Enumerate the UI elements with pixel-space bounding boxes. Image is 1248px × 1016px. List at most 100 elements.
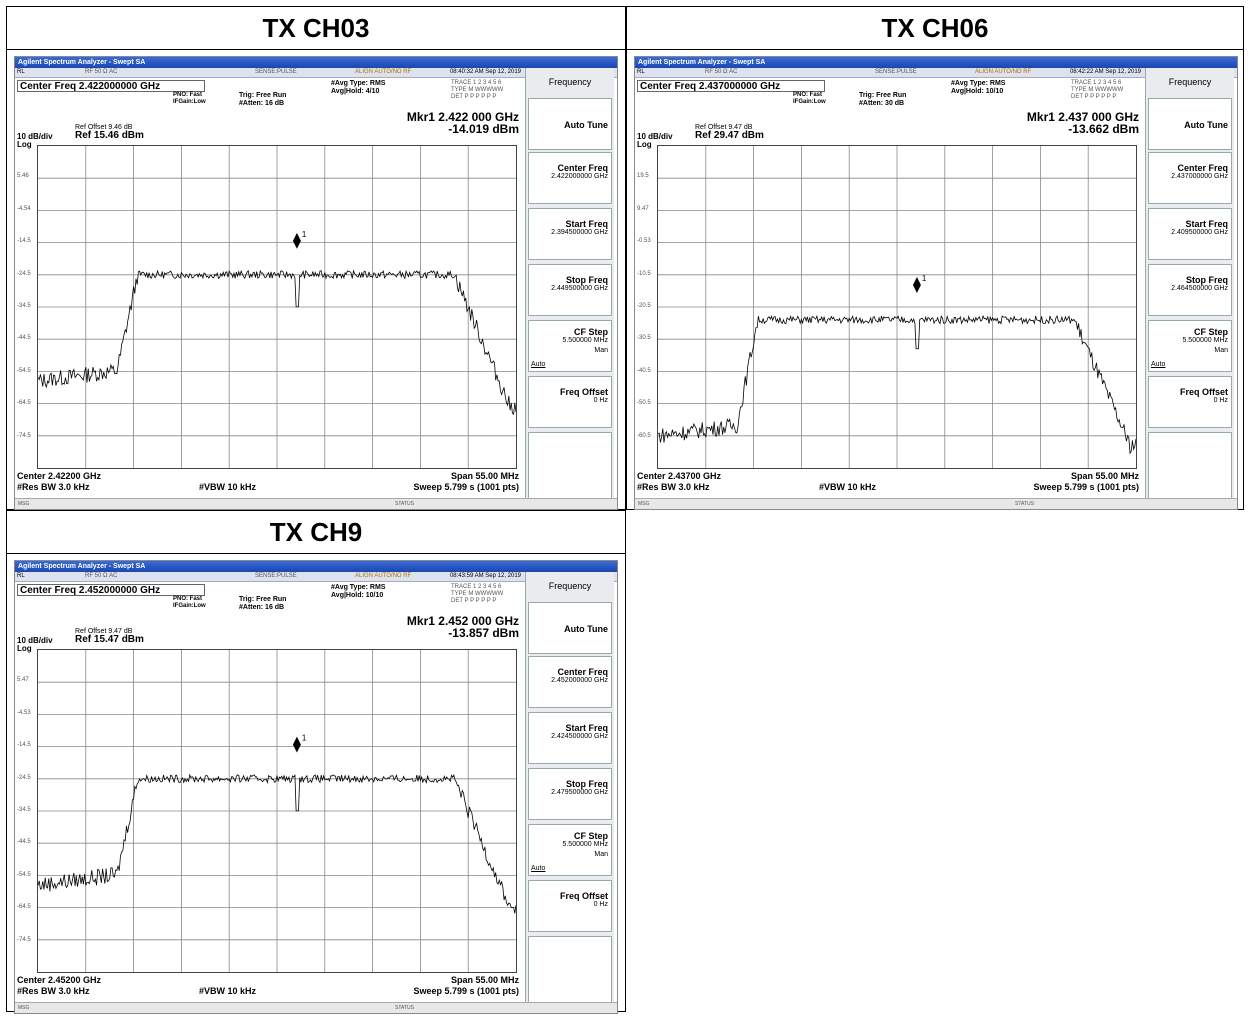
marker-readout: Mkr1 2.452 000 GHz -13.857 dBm <box>406 614 519 640</box>
center-freq-button[interactable]: Center Freq 2.437000000 GHz <box>1148 152 1232 204</box>
start-freq-button[interactable]: Start Freq 2.424500000 GHz <box>528 712 612 764</box>
marker-readout: Mkr1 2.437 000 GHz -13.662 dBm <box>1026 110 1139 136</box>
center-readout: Center 2.43700 GHz <box>637 471 722 481</box>
y-tick-label: -14.5 <box>17 238 31 245</box>
y-tick-label: -30.5 <box>637 335 651 342</box>
span-readout: Span 55.00 MHz <box>450 471 519 481</box>
spectrum-trace <box>38 773 516 914</box>
y-tick-label: -74.5 <box>17 432 31 439</box>
freq-offset-button[interactable]: Freq Offset 0 Hz <box>528 880 612 932</box>
vbw-readout: #VBW 10 kHz <box>199 986 257 996</box>
y-tick-label: -64.5 <box>17 904 31 911</box>
app-titlebar: Agilent Spectrum Analyzer - Swept SA <box>15 561 617 572</box>
panel-title: TX CH9 <box>7 511 625 554</box>
ref-offset: Ref Offset 9.47 dB <box>75 628 133 635</box>
y-tick-label: -4.54 <box>17 205 31 212</box>
blank-softkey <box>528 432 612 500</box>
msg-label: MSG <box>18 1005 30 1011</box>
panel-title: TX CH03 <box>7 7 625 50</box>
center-freq-entry[interactable]: Center Freq 2.422000000 GHz <box>17 80 205 92</box>
spectrum-trace <box>658 314 1136 455</box>
y-tick-label: -60.5 <box>637 432 651 439</box>
marker-1-diamond[interactable] <box>912 277 921 293</box>
cf-step-button[interactable]: CF Step 5.500000 MHz Auto Man <box>528 824 612 876</box>
trace-indicator: TRACE 1 2 3 4 5 6 TYPE M WWWWW DET P P P P… <box>1071 80 1124 100</box>
panel-ch9: TX CH9 Agilent Spectrum Analyzer - Swept… <box>6 510 626 1014</box>
pno-setting: PNO: Fast IFGain:Low <box>173 92 206 105</box>
status-line: RL RF 50 Ω AC SENSE:PULSE ALIGN AUTO/NO … <box>15 572 617 582</box>
status-label: STATUS <box>1015 501 1034 507</box>
panel-ch06: TX CH06 Agilent Spectrum Analyzer - Swep… <box>626 6 1244 510</box>
rbw-readout: #Res BW 3.0 kHz <box>17 986 90 996</box>
auto-tune-button[interactable]: Auto Tune <box>1148 98 1232 150</box>
avg-setting: #Avg Type: RMS Avg|Hold: 10/10 <box>331 584 386 599</box>
center-freq-entry[interactable]: Center Freq 2.452000000 GHz <box>17 584 205 596</box>
measurement-header: Center Freq 2.437000000 GHz PNO: Fast IFG… <box>635 78 1143 149</box>
sense-indicator: SENSE:PULSE <box>255 69 297 75</box>
ref-offset: Ref Offset 9.47 dB <box>695 124 753 131</box>
screenshot-grid: TX CH03 Agilent Spectrum Analyzer - Swep… <box>6 6 1244 1014</box>
stop-freq-button[interactable]: Stop Freq 2.479500000 GHz <box>528 768 612 820</box>
center-freq-entry[interactable]: Center Freq 2.437000000 GHz <box>637 80 825 92</box>
y-tick-label: -0.53 <box>637 238 651 245</box>
message-bar: MSG STATUS <box>635 498 1237 509</box>
freq-offset-button[interactable]: Freq Offset 0 Hz <box>1148 376 1232 428</box>
menu-title-frequency: Frequency <box>1168 77 1212 87</box>
ref-level: 10 dB/div Ref 29.47 dBm Log <box>637 130 764 149</box>
timestamp: 08:42:22 AM Sep 12, 2019 <box>1069 69 1141 75</box>
ref-level: 10 dB/div Ref 15.46 dBm Log <box>17 130 144 149</box>
center-freq-button[interactable]: Center Freq 2.452000000 GHz <box>528 656 612 708</box>
trigger-setting: Trig: Free Run #Atten: 16 dB <box>239 92 287 107</box>
rbw-readout: #Res BW 3.0 kHz <box>17 482 90 492</box>
y-tick-label: 9.47 <box>637 205 649 212</box>
marker-1-label: 1 <box>302 230 307 239</box>
start-freq-button[interactable]: Start Freq 2.394500000 GHz <box>528 208 612 260</box>
stop-freq-button[interactable]: Stop Freq 2.464500000 GHz <box>1148 264 1232 316</box>
blank-softkey <box>1148 432 1232 500</box>
sense-indicator: SENSE:PULSE <box>875 69 917 75</box>
msg-label: MSG <box>18 501 30 507</box>
menu-title-frequency: Frequency <box>548 581 592 591</box>
marker-1-diamond[interactable] <box>292 736 301 753</box>
spectrum-analyzer-window: Agilent Spectrum Analyzer - Swept SA RL … <box>14 560 618 1014</box>
center-freq-button[interactable]: Center Freq 2.422000000 GHz <box>528 152 612 204</box>
y-tick-label: 5.47 <box>17 677 29 684</box>
marker-1-diamond[interactable] <box>292 232 301 249</box>
ref-offset: Ref Offset 9.46 dB <box>75 124 133 131</box>
status-line: RL RF 50 Ω AC SENSE:PULSE ALIGN AUTO/NO … <box>15 68 617 78</box>
rf-indicator: RF 50 Ω AC <box>85 573 118 579</box>
blank-softkey <box>528 936 612 1004</box>
auto-tune-button[interactable]: Auto Tune <box>528 98 612 150</box>
timestamp: 08:43:59 AM Sep 12, 2019 <box>449 573 521 579</box>
trace-indicator: TRACE 1 2 3 4 5 6 TYPE M WWWWW DET P P P P… <box>451 80 504 100</box>
message-bar: MSG STATUS <box>15 498 617 509</box>
auto-tune-button[interactable]: Auto Tune <box>528 602 612 654</box>
cf-step-button[interactable]: CF Step 5.500000 MHz Auto Man <box>1148 320 1232 372</box>
sweep-readout: Sweep 5.799 s (1001 pts) <box>413 482 519 492</box>
freq-offset-button[interactable]: Freq Offset 0 Hz <box>528 376 612 428</box>
menu-title-frequency: Frequency <box>548 77 592 87</box>
status-label: STATUS <box>395 1005 414 1011</box>
y-tick-label: -40.5 <box>637 367 651 374</box>
spectrum-trace <box>38 269 516 416</box>
start-freq-button[interactable]: Start Freq 2.409500000 GHz <box>1148 208 1232 260</box>
rl-indicator: RL <box>17 69 25 75</box>
y-tick-label: 5.46 <box>17 173 29 180</box>
rbw-readout: #Res BW 3.0 kHz <box>637 482 710 492</box>
marker-readout: Mkr1 2.422 000 GHz -14.019 dBm <box>406 110 519 136</box>
avg-setting: #Avg Type: RMS Avg|Hold: 4/10 <box>331 80 386 95</box>
align-warning: ALIGN AUTO/NO RF <box>355 573 412 579</box>
y-tick-label: -20.5 <box>637 303 651 309</box>
y-tick-label: -10.5 <box>637 270 651 277</box>
spectrum-plot: 1 <box>37 145 517 469</box>
app-titlebar: Agilent Spectrum Analyzer - Swept SA <box>15 57 617 68</box>
cf-step-button[interactable]: CF Step 5.500000 MHz Auto Man <box>528 320 612 372</box>
status-line: RL RF 50 Ω AC SENSE:PULSE ALIGN AUTO/NO … <box>635 68 1237 78</box>
center-readout: Center 2.42200 GHz <box>17 471 102 481</box>
timestamp: 08:40:32 AM Sep 12, 2019 <box>449 69 521 75</box>
sweep-readout: Sweep 5.799 s (1001 pts) <box>413 986 519 996</box>
y-tick-label: 19.5 <box>637 173 649 180</box>
vbw-readout: #VBW 10 kHz <box>819 482 877 492</box>
stop-freq-button[interactable]: Stop Freq 2.449500000 GHz <box>528 264 612 316</box>
trace-indicator: TRACE 1 2 3 4 5 6 TYPE M WWWWW DET P P P P… <box>451 584 504 604</box>
